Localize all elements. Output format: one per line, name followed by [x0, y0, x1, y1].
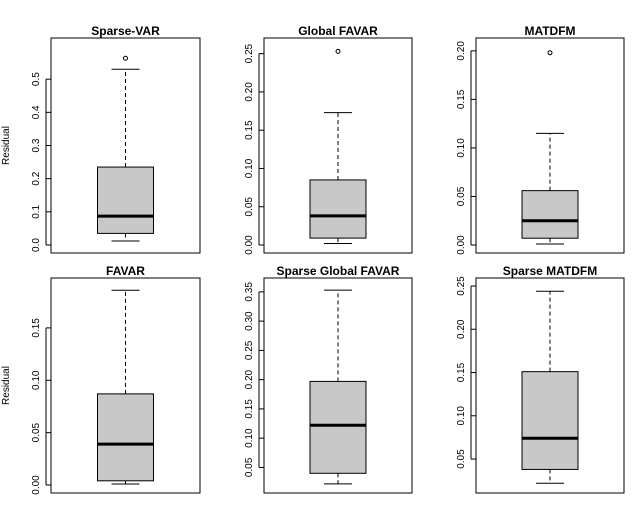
panel-title: Sparse Global FAVAR	[277, 264, 400, 278]
iqr-box	[521, 190, 579, 239]
y-tick-label: 0.1	[31, 204, 42, 218]
y-tick-label: 0.10	[244, 158, 255, 178]
panel-5: Sparse Global FAVAR 0.05 0.10 0.15 0.20 0.25 0…	[244, 264, 413, 494]
y-tick-label: 0.00	[456, 235, 467, 255]
iqr-box	[97, 393, 154, 482]
y-tick-label: 0.05	[456, 186, 467, 206]
y-tick-label: 0.20	[244, 82, 255, 102]
y-tick-label: 0.20	[244, 369, 255, 389]
iqr-box	[309, 380, 367, 474]
plot-frame	[263, 277, 413, 494]
panel-6: Sparse MATDFM 0.05 0.10 0.15 0.20 0.25	[456, 264, 625, 494]
plot-frame	[475, 277, 625, 494]
y-tick-label: 0.10	[31, 370, 42, 390]
panel-title: Sparse-VAR	[91, 24, 160, 38]
y-tick-label: 0.10	[244, 428, 255, 448]
y-tick-label: 0.2	[31, 171, 42, 185]
y-tick-label: 0.05	[244, 457, 255, 477]
plot-frame	[475, 37, 625, 254]
y-tick-label: 0.05	[456, 449, 467, 469]
y-tick-label: 0.15	[456, 89, 467, 109]
iqr-box	[309, 179, 367, 239]
y-tick-label: 0.25	[244, 340, 255, 360]
panel-1: Sparse-VAR 0.0 0.1 0.2 0.3 0.4 0.5 Residual	[1, 24, 201, 254]
panel-4: FAVAR 0.00 0.05 0.10 0.15 Residual	[1, 264, 201, 495]
y-tick-label: 0.00	[31, 475, 42, 495]
iqr-box	[97, 166, 154, 234]
outlier-point	[335, 48, 341, 54]
panel-title: Sparse MATDFM	[503, 264, 597, 278]
y-axis-label: Residual	[1, 366, 12, 405]
y-tick-label: 0.25	[244, 43, 255, 63]
y-tick-label: 0.05	[31, 422, 42, 442]
y-tick-label: 0.10	[456, 406, 467, 426]
panel-3: MATDFM 0.00 0.05 0.10 0.15 0.20	[456, 24, 625, 255]
y-tick-label: 0.10	[456, 138, 467, 158]
panel-title: MATDFM	[524, 24, 575, 38]
outlier-point	[123, 55, 128, 61]
plot-frame	[50, 277, 201, 494]
panel-title: Global FAVAR	[298, 24, 378, 38]
plot-frame	[263, 37, 413, 254]
y-tick-label: 0.0	[31, 238, 42, 252]
y-tick-label: 0.15	[31, 318, 42, 338]
y-tick-label: 0.15	[244, 120, 255, 140]
y-tick-label: 0.15	[244, 399, 255, 419]
outlier-point	[547, 50, 553, 56]
iqr-box	[521, 371, 579, 470]
y-tick-label: 0.25	[456, 276, 467, 296]
y-tick-label: 0.20	[456, 41, 467, 61]
y-tick-label: 0.00	[244, 235, 255, 255]
y-axis-label: Residual	[1, 126, 12, 165]
y-tick-label: 0.30	[244, 311, 255, 331]
panel-2: Global FAVAR 0.00 0.05 0.10 0.15 0.20 0.25	[244, 24, 413, 255]
y-tick-label: 0.4	[31, 105, 42, 119]
y-tick-label: 0.20	[456, 319, 467, 339]
panel-title: FAVAR	[106, 264, 145, 278]
y-tick-label: 0.3	[31, 138, 42, 152]
y-tick-label: 0.35	[244, 282, 255, 302]
y-tick-label: 0.15	[456, 362, 467, 382]
y-tick-label: 0.05	[244, 197, 255, 217]
y-tick-label: 0.5	[31, 72, 42, 86]
